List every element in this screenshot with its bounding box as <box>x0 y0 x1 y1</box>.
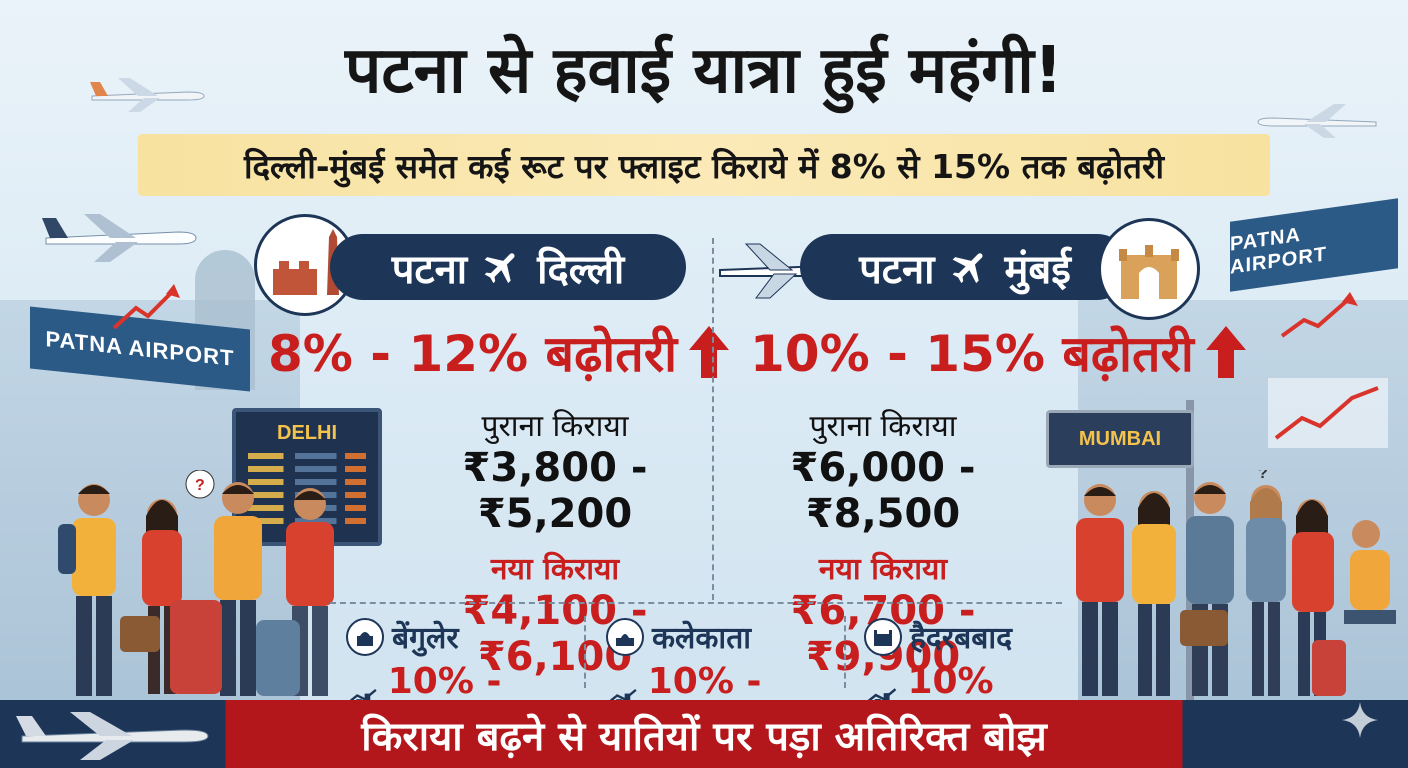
fares-mumbai: पुराना किराया ₹6,000 - ₹8,500 नया किराया… <box>738 404 1028 680</box>
new-fare-label: नया किराया <box>818 552 948 587</box>
increase-delhi: 8% - 12% बढ़ोतरी <box>268 318 730 386</box>
city-divider <box>584 616 586 688</box>
route-header-mumbai: पटना मुंबई <box>800 234 1130 300</box>
route-from: पटना <box>391 246 468 293</box>
route-divider <box>712 238 714 600</box>
up-arrow-icon <box>689 326 730 378</box>
city-name: कलेकाता <box>652 621 752 656</box>
increase-mumbai: 10% - 15% बढ़ोतरी <box>750 318 1246 386</box>
route-from: पटना <box>859 246 935 293</box>
travellers-group-right: ? <box>1076 470 1396 696</box>
board-title: DELHI <box>277 422 337 444</box>
old-fare-value: ₹3,800 - ₹5,200 <box>462 445 648 537</box>
bottom-banner-text: किराया बढ़ने से यातियों पर पड़ा अतिरिक्त… <box>361 713 1047 760</box>
terminal-background-right <box>1078 300 1408 700</box>
mumbai-sign: MUMBAI <box>1046 410 1194 468</box>
trend-arrow-icon <box>1280 292 1358 338</box>
increase-text: 10% - 15% बढ़ोतरी <box>750 325 1194 383</box>
old-fare-label: पुराना किराया <box>481 409 629 444</box>
bottom-banner <box>0 700 1408 768</box>
airplane-icon <box>952 253 983 284</box>
travellers-group-left: ? <box>58 470 334 696</box>
fares-delhi: पुराना किराया ₹3,800 - ₹5,200 नया किराया… <box>400 404 710 680</box>
sparkle-icon <box>1342 702 1378 738</box>
cities-divider <box>330 602 1062 604</box>
question-bubble-icon <box>185 470 215 499</box>
route-to: दिल्ली <box>537 246 625 293</box>
subtitle-text: दिल्ली-मुंबई समेत कई रूट पर फ्लाइट किराय… <box>243 146 1165 186</box>
svg-text:?: ? <box>195 477 205 494</box>
landmark-icon <box>606 617 644 656</box>
page-title: पटना से हवाई यात्रा हुई महंगी! <box>344 34 1063 108</box>
city-divider <box>844 616 846 688</box>
route-header-delhi: पटना दिल्ली <box>330 234 686 300</box>
city-bengaluru: बेंगुलेर 10% - 14% <box>346 616 586 743</box>
landmark-icon <box>346 617 384 656</box>
new-fare-label: नया किराया <box>490 552 620 587</box>
svg-text:?: ? <box>1258 470 1268 482</box>
landmark-icon <box>864 617 902 656</box>
increase-text: 8% - 12% बढ़ोतरी <box>268 325 678 383</box>
airplane-icon <box>90 78 205 112</box>
airport-sign-right: PATNA AIRPORT <box>1230 198 1398 292</box>
gateway-of-india-icon <box>1119 245 1179 299</box>
trend-chart-icon <box>1268 378 1388 448</box>
landmark-icon <box>1098 218 1200 320</box>
trend-arrow-icon <box>112 284 180 330</box>
airplane-icon <box>1257 104 1377 138</box>
old-fare-value: ₹6,000 - ₹8,500 <box>790 445 976 537</box>
airplane-icon <box>484 253 515 284</box>
city-name: बेंगुलेर <box>392 621 459 656</box>
airplane-icon <box>42 214 197 262</box>
city-name: हैदरबबाद <box>910 621 1013 656</box>
airplane-icon <box>16 712 209 760</box>
subtitle-banner: दिल्ली-मुंबई समेत कई रूट पर फ्लाइट किराय… <box>138 134 1270 196</box>
route-to: मुंबई <box>1004 246 1071 293</box>
up-arrow-icon <box>1205 326 1246 378</box>
old-fare-label: पुराना किराया <box>809 409 957 444</box>
